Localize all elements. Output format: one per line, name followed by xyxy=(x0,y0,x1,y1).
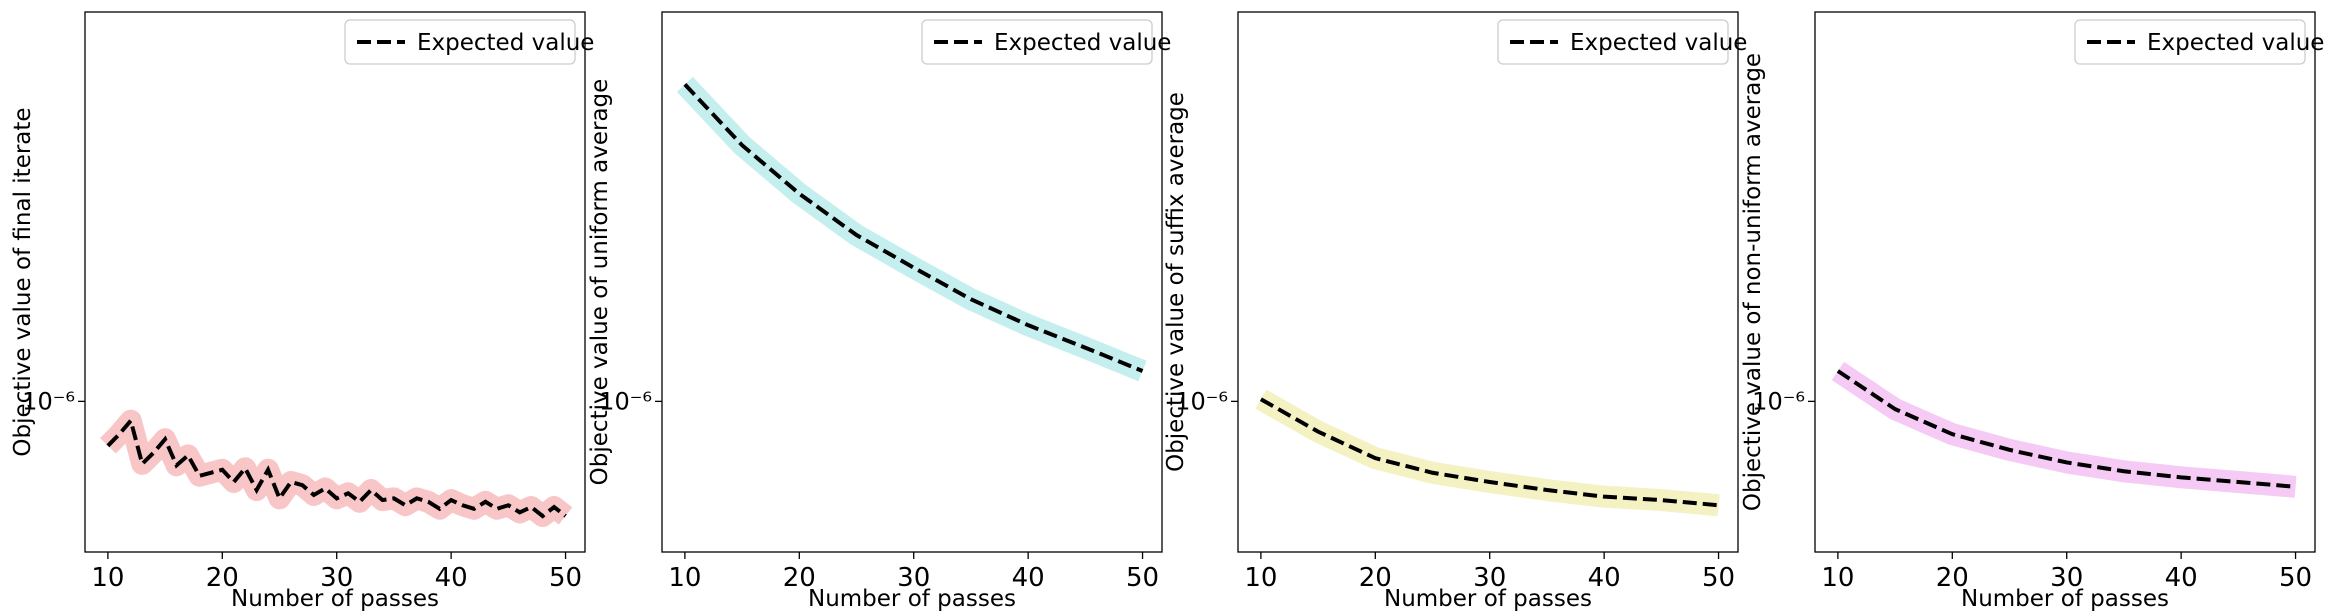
x-tick-label: 20 xyxy=(1359,563,1392,593)
x-tick-label: 50 xyxy=(549,563,582,593)
y-tick-label: 10⁻⁶ xyxy=(22,387,75,415)
legend-box xyxy=(921,19,1153,65)
x-axis-label: Number of passes xyxy=(231,586,439,612)
x-tick-label: 20 xyxy=(1936,563,1969,593)
trajectory-band xyxy=(100,409,573,528)
x-tick-label: 30 xyxy=(2050,563,2083,593)
subplot: 10 20 30 40 50 10⁻⁶ Number of passes Objective … xyxy=(1740,11,2324,612)
legend-label: Expected value xyxy=(1570,30,1747,56)
y-axis-label: Objective value of suffix average xyxy=(1163,92,1189,472)
expected-line xyxy=(1259,397,1719,508)
x-tick-label: 10 xyxy=(668,563,701,593)
x-tick-label: 40 xyxy=(2165,563,2198,593)
x-axis-label: Number of passes xyxy=(1961,586,2169,612)
x-tick-label: 10 xyxy=(91,563,124,593)
x-tick-label: 50 xyxy=(1126,563,1159,593)
trajectory-band xyxy=(1831,361,2297,498)
x-tick-label: 50 xyxy=(1702,563,1735,593)
legend-box xyxy=(2074,19,2306,65)
y-tick-label: 10⁻⁶ xyxy=(599,387,652,415)
legend-box xyxy=(344,19,576,65)
x-tick-label: 50 xyxy=(2279,563,2312,593)
expected-line xyxy=(1836,369,2296,489)
x-tick-label: 40 xyxy=(1012,563,1045,593)
expected-line xyxy=(683,83,1144,373)
x-tick-label: 30 xyxy=(897,563,930,593)
subplot: 10 20 30 40 50 10⁻⁶ Number of passes Objective … xyxy=(1163,11,1747,612)
axes-frame xyxy=(1814,11,2316,553)
y-tick-label: 10⁻⁶ xyxy=(1752,387,1805,415)
x-tick-label: 40 xyxy=(435,563,468,593)
axes-frame xyxy=(661,11,1163,553)
subplot: 10 20 30 40 50 10⁻⁶ Number of passes Objective … xyxy=(587,11,1171,612)
legend-label: Expected value xyxy=(417,30,594,56)
x-tick-label: 30 xyxy=(320,563,353,593)
x-axis-label: Number of passes xyxy=(1384,586,1592,612)
y-axis-label: Objective value of uniform average xyxy=(587,79,613,486)
x-tick-label: 30 xyxy=(1473,563,1506,593)
trajectory-band xyxy=(1255,389,1720,517)
legend-label: Expected value xyxy=(994,30,1171,56)
legend-box xyxy=(1497,19,1729,65)
axes-frame xyxy=(1237,11,1739,553)
x-tick-label: 10 xyxy=(1821,563,1854,593)
y-axis-label: Objective value of non-uniform average xyxy=(1740,53,1766,511)
legend-label: Expected value xyxy=(2147,30,2324,56)
y-tick-label: 10⁻⁶ xyxy=(1175,387,1228,415)
x-tick-label: 10 xyxy=(1244,563,1277,593)
axes-frame xyxy=(84,11,586,553)
x-tick-label: 40 xyxy=(1588,563,1621,593)
subplot: 10 20 30 40 50 10⁻⁶ Number of passes Objective … xyxy=(10,11,594,612)
y-axis-label: Objective value of final iterate xyxy=(10,107,36,456)
x-tick-label: 20 xyxy=(206,563,239,593)
expected-line xyxy=(106,416,567,519)
x-axis-label: Number of passes xyxy=(808,586,1016,612)
trajectory-band xyxy=(676,76,1147,382)
x-tick-label: 20 xyxy=(783,563,816,593)
